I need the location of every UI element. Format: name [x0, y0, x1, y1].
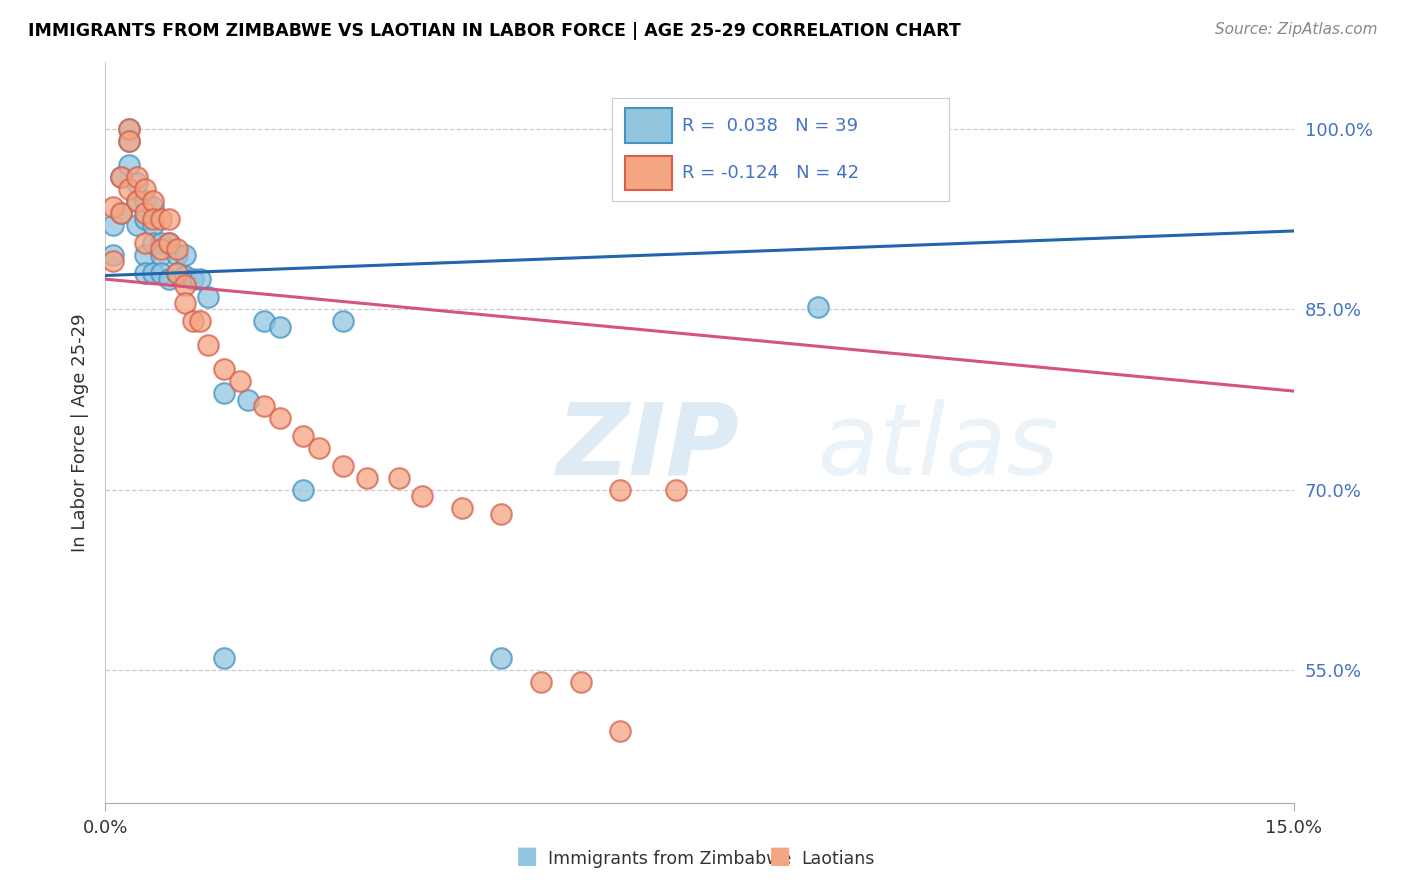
Point: [142, 211, 165, 226]
Point: [118, 121, 141, 136]
Point: [149, 235, 172, 250]
Point: [134, 235, 156, 250]
Point: [214, 362, 236, 376]
Point: [387, 471, 409, 485]
Point: [118, 121, 141, 136]
Text: Immigrants from Zimbabwe: Immigrants from Zimbabwe: [548, 850, 792, 868]
Point: [110, 169, 132, 184]
Point: [103, 218, 125, 232]
Point: [173, 296, 195, 310]
Point: [197, 290, 219, 304]
Point: [118, 158, 141, 172]
Point: [118, 134, 141, 148]
Point: [190, 272, 212, 286]
Point: [181, 272, 204, 286]
Point: [609, 723, 631, 738]
Point: [253, 399, 276, 413]
Point: [149, 211, 172, 226]
Bar: [626, 108, 672, 144]
Point: [491, 651, 513, 665]
Text: R = -0.124   N = 42: R = -0.124 N = 42: [682, 164, 859, 182]
Point: [127, 194, 149, 208]
Point: [134, 182, 156, 196]
Point: [236, 392, 259, 407]
Point: [118, 182, 141, 196]
Point: [253, 314, 276, 328]
Point: [166, 248, 188, 262]
Point: [609, 483, 631, 497]
Point: [269, 320, 291, 334]
Y-axis label: In Labor Force | Age 25-29: In Labor Force | Age 25-29: [72, 313, 90, 552]
Point: [292, 428, 315, 442]
Text: Source: ZipAtlas.com: Source: ZipAtlas.com: [1215, 22, 1378, 37]
Point: [173, 248, 195, 262]
Point: [214, 386, 236, 401]
Point: [166, 266, 188, 280]
Point: [142, 200, 165, 214]
Point: [118, 134, 141, 148]
Text: IMMIGRANTS FROM ZIMBABWE VS LAOTIAN IN LABOR FORCE | AGE 25-29 CORRELATION CHART: IMMIGRANTS FROM ZIMBABWE VS LAOTIAN IN L…: [28, 22, 960, 40]
Point: [149, 242, 172, 256]
Point: [127, 194, 149, 208]
Point: [142, 194, 165, 208]
Point: [332, 458, 354, 473]
Point: [134, 194, 156, 208]
Point: [103, 254, 125, 268]
Point: [197, 338, 219, 352]
Point: [530, 675, 553, 690]
Text: ■: ■: [769, 844, 792, 868]
Point: [491, 507, 513, 521]
Text: Laotians: Laotians: [801, 850, 875, 868]
Point: [181, 314, 204, 328]
Point: [103, 200, 125, 214]
Point: [214, 651, 236, 665]
Point: [134, 266, 156, 280]
Point: [127, 176, 149, 190]
Point: [807, 300, 830, 314]
Point: [157, 272, 180, 286]
Point: [127, 169, 149, 184]
Point: [569, 675, 592, 690]
Point: [356, 471, 378, 485]
Point: [157, 235, 180, 250]
Point: [157, 211, 180, 226]
Point: [127, 218, 149, 232]
Point: [157, 235, 180, 250]
Point: [450, 500, 472, 515]
Point: [142, 235, 165, 250]
Point: [269, 410, 291, 425]
Point: [110, 206, 132, 220]
Point: [190, 314, 212, 328]
Point: [103, 248, 125, 262]
Point: [173, 268, 195, 283]
Point: [292, 483, 315, 497]
Point: [142, 218, 165, 232]
Text: ZIP: ZIP: [557, 399, 740, 496]
Point: [149, 266, 172, 280]
Point: [110, 206, 132, 220]
Text: ■: ■: [516, 844, 538, 868]
Point: [134, 206, 156, 220]
Point: [110, 169, 132, 184]
Point: [142, 266, 165, 280]
Point: [308, 441, 330, 455]
Point: [332, 314, 354, 328]
Point: [411, 489, 433, 503]
Text: atlas: atlas: [818, 399, 1060, 496]
Point: [166, 242, 188, 256]
Text: R =  0.038   N = 39: R = 0.038 N = 39: [682, 117, 859, 135]
Point: [166, 266, 188, 280]
Point: [134, 211, 156, 226]
Bar: [626, 155, 672, 190]
Point: [149, 248, 172, 262]
Point: [665, 483, 688, 497]
Point: [173, 278, 195, 293]
Point: [229, 375, 252, 389]
Point: [134, 248, 156, 262]
